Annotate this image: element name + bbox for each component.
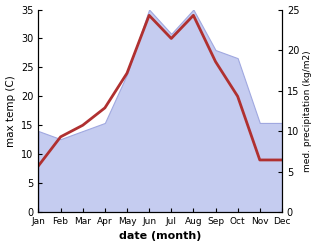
X-axis label: date (month): date (month) bbox=[119, 231, 201, 242]
Y-axis label: med. precipitation (kg/m2): med. precipitation (kg/m2) bbox=[303, 50, 313, 172]
Y-axis label: max temp (C): max temp (C) bbox=[5, 75, 16, 147]
